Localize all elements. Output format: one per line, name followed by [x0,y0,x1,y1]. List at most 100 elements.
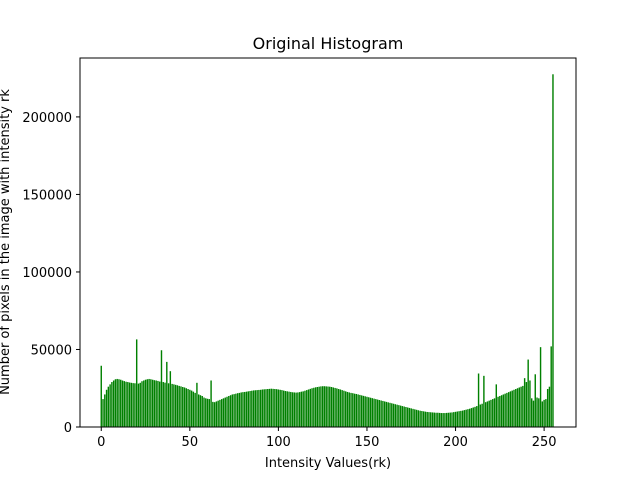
histogram-bar [160,350,163,427]
histogram-bar [314,387,317,427]
histogram-bar [102,399,104,427]
histogram-bar [532,400,535,427]
histogram-bar [252,390,255,427]
histogram-bar [442,413,444,427]
histogram-bar [495,384,497,427]
histogram-bar [431,412,434,427]
x-tick-label: 200 [443,435,468,450]
histogram-bar [449,412,451,427]
histogram-bar [456,411,459,427]
histogram-bar [518,387,521,427]
histogram-bar [492,399,494,427]
plot-frame [79,57,577,428]
histogram-bar [291,392,294,427]
histogram-bar [128,382,131,427]
histogram-bar [199,395,202,427]
histogram-bar [327,386,329,427]
histogram-bar [277,389,280,427]
histogram-bar [350,392,352,427]
histogram-bar [548,386,551,427]
histogram-bar [213,402,216,427]
histogram-bar [369,397,372,427]
histogram-bar [182,387,184,427]
histogram-bar [197,394,200,427]
histogram-bar [288,391,290,427]
x-tick-label: 150 [355,435,380,450]
histogram-bar [467,409,469,427]
histogram-bar [228,395,230,427]
histogram-bar [362,395,365,427]
histogram-bar [483,375,485,427]
histogram-bar [329,386,331,427]
histogram-bar [201,395,203,427]
histogram-bar [486,401,489,427]
histogram-bar [368,397,370,427]
y-tick-label: 150000 [22,188,72,203]
histogram-bar [233,394,235,427]
histogram-bar [263,389,265,427]
histogram-bar [382,400,384,427]
histogram-bar [422,411,425,427]
histogram-bar [444,413,446,427]
histogram-bar [538,398,540,427]
histogram-bar [190,390,193,427]
histogram-bar [539,347,542,427]
histogram-bar [144,379,147,427]
histogram-bar [205,398,207,427]
histogram-bar [552,74,554,427]
histogram-bar [240,392,242,427]
histogram-bar [476,406,478,427]
x-tick-label: 100 [266,435,291,450]
histogram-bar [141,381,143,427]
histogram-bar [355,393,358,427]
histogram-bar [383,401,386,427]
histogram-bar [159,381,161,427]
histogram-bar [210,380,212,427]
histogram-bar [284,391,287,427]
histogram-bar [387,402,389,427]
histogram-bar [469,408,471,427]
histogram-bar [398,405,400,427]
histogram-bar [403,406,405,427]
histogram-bar [293,392,296,427]
histogram-bar [509,391,512,427]
histogram-bar [458,411,460,427]
histogram-bar [238,392,241,427]
histogram-bar [215,401,218,427]
histogram-bar [157,380,159,427]
histogram-bar [352,393,354,427]
histogram-bar [256,390,258,427]
histogram-bar [373,398,375,427]
histogram-bar [536,397,538,427]
histogram-bar [125,381,127,427]
histogram-bar [477,373,480,427]
histogram-bar [245,391,248,427]
histogram-bar [107,386,110,427]
histogram-bar [132,383,134,427]
histogram-bar [109,384,111,427]
histogram-bar [332,387,335,427]
histogram-bar [321,386,324,427]
histogram-bar [490,399,492,427]
histogram-bar [187,389,189,427]
histogram-bar [337,389,340,427]
histogram-bar [226,396,228,427]
histogram-bar [235,393,237,427]
histogram-bar [451,412,453,427]
histogram-bar [185,388,187,427]
histogram-bar [396,404,398,427]
histogram-bar [127,382,129,427]
histogram-bar [531,398,533,427]
histogram-bar [499,395,501,427]
histogram-bar [493,398,496,427]
histogram-bar [222,398,225,427]
histogram-bar [134,383,136,427]
histogram-bar [114,379,117,427]
histogram-bar [217,400,219,427]
histogram-bar [523,378,526,427]
histogram-bar [527,359,529,427]
histogram-bar [394,404,397,427]
histogram-bar [105,389,108,427]
histogram-bar [298,392,301,427]
